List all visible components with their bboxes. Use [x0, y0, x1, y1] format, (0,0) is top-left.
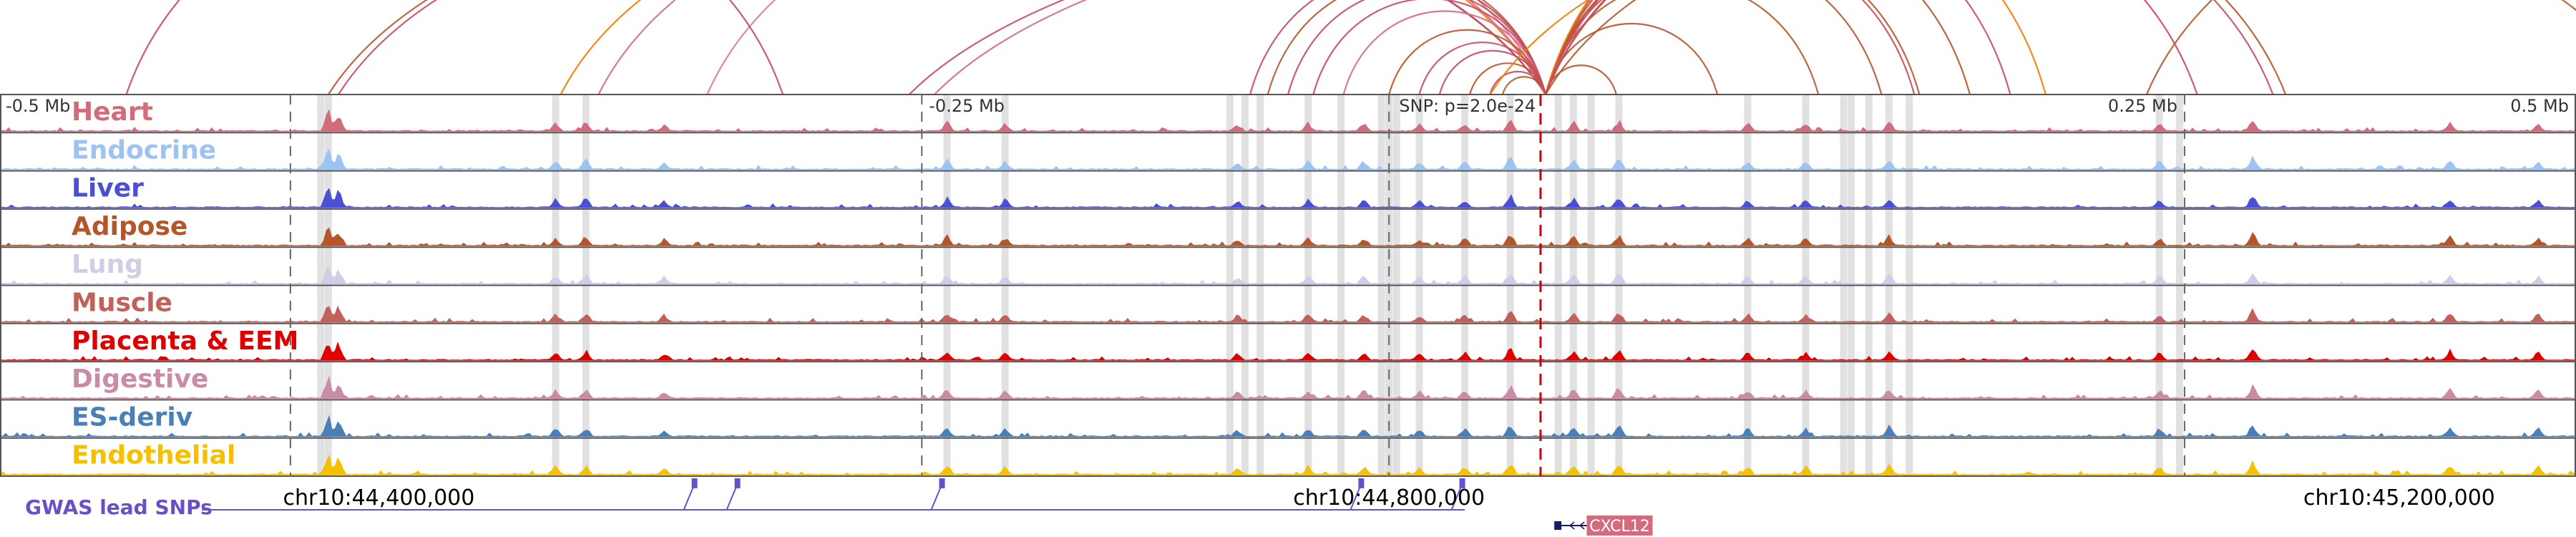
loop-arc-21: [1544, 0, 1921, 95]
loop-arc-10: [1388, 29, 1547, 95]
coordinate-label: chr10:44,800,000: [1293, 485, 1485, 511]
gwas-label: GWAS lead SNPs: [25, 495, 213, 519]
gwas-snp-mark-4: [1459, 478, 1465, 488]
gwas-snp-mark-3: [1358, 478, 1365, 488]
loop-arc-19: [1544, 0, 1883, 95]
track-es-deriv: ES-deriv: [0, 399, 2576, 437]
loop-arc-22: [1544, 0, 1971, 95]
loop-arc-32: [2145, 0, 2213, 95]
relative-tick-label: -0.25 Mb: [929, 96, 1005, 116]
loop-arc-31: [908, 0, 1065, 95]
track-liver: Liver: [0, 170, 2576, 208]
track-heart: Heart: [0, 94, 2576, 132]
track-signal: [0, 109, 2576, 132]
track-label: Lung: [72, 250, 143, 279]
track-adipose: Adipose: [0, 208, 2576, 246]
track-signal: [0, 375, 2576, 399]
gene-label-box: [1586, 516, 1653, 536]
track-lung: Lung: [0, 246, 2576, 285]
signal-tracks: Heart Endocrine Liver Adipose Lung Muscle Plac…: [0, 94, 2576, 477]
loop-arc-8: [1312, 0, 1547, 95]
track-signal: [0, 266, 2576, 284]
gwas-snp-mark-2: [939, 478, 945, 488]
track-signal: [0, 305, 2576, 323]
loop-arc-24: [1544, 0, 2046, 95]
position-markers: -0.5 Mb -0.25 Mb 0.25 Mb 0.5 Mb SNP: p=2.0e-…: [6, 95, 2569, 476]
coordinate-label: chr10:45,200,000: [2303, 485, 2495, 511]
track-endocrine: Endocrine: [0, 132, 2576, 170]
track-signal: [0, 148, 2576, 170]
track-endothelial: Endothelial: [0, 437, 2576, 475]
track-signal: [0, 415, 2576, 437]
relative-tick-label: 0.25 Mb: [2108, 96, 2177, 116]
loop-arc-5: [1249, 0, 1547, 95]
bottom-annotation: GWAS lead SNPs chr10:44,400,000 chr10:44,8…: [25, 478, 2495, 536]
loop-arc-1: [338, 0, 1546, 95]
loop-arc-0: [327, 0, 1546, 95]
relative-tick-label: -0.5 Mb: [6, 96, 70, 116]
gene-strand-arrows: [1569, 521, 1585, 530]
loop-arc-9: [1342, 10, 1547, 95]
track-label: Muscle: [72, 289, 172, 318]
track-signal: [0, 342, 2576, 361]
track-label: Heart: [72, 97, 153, 127]
loop-arc-30: [934, 0, 1088, 95]
track-signal: [0, 454, 2576, 475]
loop-arc-25: [1544, 0, 2198, 95]
track-digestive: Digestive: [0, 361, 2576, 400]
coordinate-label: chr10:44,400,000: [283, 485, 474, 511]
relative-tick-label: 0.5 Mb: [2510, 96, 2569, 116]
gene-name: CXCL12: [1589, 518, 1649, 536]
track-signal: [0, 227, 2576, 246]
track-label: Liver: [72, 174, 144, 203]
snp-label: SNP: p=2.0e-24: [1399, 96, 1536, 116]
gwas-snp-mark-0: [691, 478, 698, 488]
track-label: Endothelial: [72, 441, 235, 470]
track-signal: [0, 188, 2576, 208]
loop-arc-29: [1489, 0, 1589, 95]
gene-exon: [1554, 521, 1562, 530]
loop-arc-7: [1287, 0, 1547, 95]
loop-arc-33: [125, 0, 784, 95]
chromatin-loops: [125, 0, 2576, 95]
track-label: ES-deriv: [72, 402, 192, 432]
track-label: Endocrine: [72, 135, 216, 165]
loop-arc-20: [1544, 0, 1916, 95]
loop-arc-28: [1545, 0, 2576, 95]
loop-arc-12: [1438, 49, 1547, 95]
track-muscle: Muscle: [0, 284, 2576, 323]
track-placenta-eem: Placenta & EEM: [0, 322, 2576, 361]
track-label: Digestive: [72, 364, 208, 394]
gwas-snp-mark-1: [734, 478, 741, 488]
track-label: Adipose: [72, 212, 187, 241]
loop-arc-15: [1501, 76, 1547, 95]
track-label: Placenta & EEM: [72, 326, 298, 356]
